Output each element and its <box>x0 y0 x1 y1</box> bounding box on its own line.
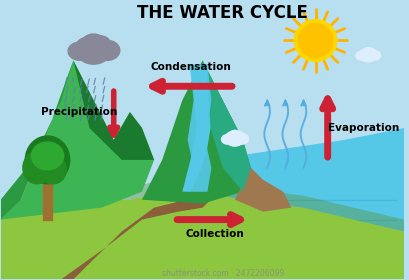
Ellipse shape <box>232 131 244 141</box>
Ellipse shape <box>366 48 376 57</box>
Ellipse shape <box>229 130 241 140</box>
Polygon shape <box>1 60 154 220</box>
Ellipse shape <box>299 24 333 57</box>
Polygon shape <box>1 168 405 232</box>
Ellipse shape <box>294 20 337 61</box>
Text: Collection: Collection <box>185 228 244 239</box>
Ellipse shape <box>68 42 92 60</box>
Polygon shape <box>235 168 291 212</box>
Polygon shape <box>1 180 405 279</box>
Ellipse shape <box>23 152 51 184</box>
Text: shutterstock.com · 2472206099: shutterstock.com · 2472206099 <box>162 269 284 278</box>
Ellipse shape <box>222 134 234 144</box>
Ellipse shape <box>82 34 106 52</box>
Ellipse shape <box>89 36 111 54</box>
Ellipse shape <box>226 132 237 141</box>
Polygon shape <box>182 68 211 192</box>
Polygon shape <box>154 128 405 279</box>
Bar <box>43 180 52 220</box>
Ellipse shape <box>94 40 120 60</box>
Polygon shape <box>1 60 73 220</box>
Polygon shape <box>142 60 251 204</box>
Ellipse shape <box>40 156 66 184</box>
Text: THE WATER CYCLE: THE WATER CYCLE <box>137 4 308 22</box>
Ellipse shape <box>77 41 110 64</box>
Polygon shape <box>202 60 251 192</box>
Ellipse shape <box>76 38 98 54</box>
Ellipse shape <box>360 51 376 62</box>
Polygon shape <box>73 60 154 160</box>
Ellipse shape <box>369 51 380 60</box>
Ellipse shape <box>227 134 243 146</box>
Ellipse shape <box>31 142 64 170</box>
Text: Evaporation: Evaporation <box>328 123 400 133</box>
Polygon shape <box>188 64 211 192</box>
Text: Precipitation: Precipitation <box>41 107 117 117</box>
Text: Condensation: Condensation <box>150 62 231 72</box>
Ellipse shape <box>235 134 249 144</box>
Ellipse shape <box>356 52 367 60</box>
Ellipse shape <box>360 49 370 57</box>
Ellipse shape <box>25 136 70 184</box>
Ellipse shape <box>362 48 374 56</box>
Polygon shape <box>33 200 211 279</box>
